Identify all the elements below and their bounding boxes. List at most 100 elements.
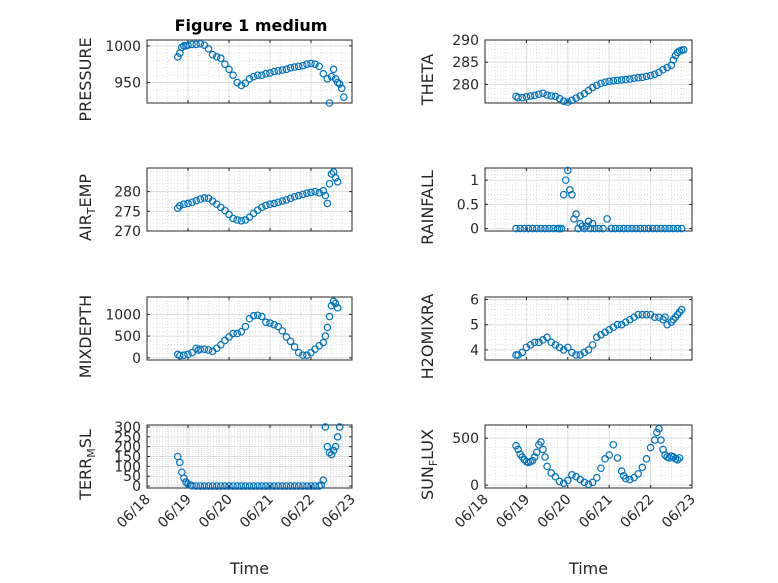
data-point xyxy=(307,188,315,197)
data-point xyxy=(634,310,642,319)
data-point xyxy=(528,456,537,465)
data-point xyxy=(628,224,636,233)
y-tick-label: 270 xyxy=(114,224,141,240)
subplot-7: 06/18 06/19 06/20 06/21 06/22 06/230501001502… xyxy=(76,420,359,578)
series-markers xyxy=(512,424,684,489)
data-point xyxy=(576,219,585,228)
x-tick-label: 06/22 xyxy=(618,492,658,532)
data-point xyxy=(590,224,599,233)
data-point xyxy=(551,472,560,481)
data-point xyxy=(294,62,303,71)
data-point xyxy=(262,482,270,490)
data-point xyxy=(621,474,630,483)
x-tick-label: 06/21 xyxy=(576,492,616,532)
data-point xyxy=(512,224,520,233)
data-point xyxy=(188,348,196,357)
y-tick-label: 290 xyxy=(452,33,479,49)
data-point xyxy=(576,92,585,100)
data-point xyxy=(282,65,291,74)
data-point xyxy=(655,424,663,433)
data-point xyxy=(331,174,340,182)
data-point xyxy=(241,322,250,331)
data-point xyxy=(270,67,278,76)
data-point xyxy=(286,337,295,346)
data-point xyxy=(543,462,551,471)
data-point xyxy=(653,224,661,233)
data-point xyxy=(646,443,655,452)
y-tick-label: 0 xyxy=(132,351,141,367)
data-point xyxy=(319,476,328,484)
data-point xyxy=(311,187,319,196)
data-point xyxy=(233,216,242,224)
data-point xyxy=(526,92,535,100)
data-point xyxy=(274,66,283,75)
y-tick-label: 500 xyxy=(114,329,141,345)
data-point xyxy=(528,224,537,233)
data-point xyxy=(563,98,572,106)
data-point xyxy=(646,71,655,80)
data-point xyxy=(298,482,307,490)
data-point xyxy=(597,79,605,88)
data-point xyxy=(188,198,196,207)
data-point xyxy=(657,224,665,233)
data-point xyxy=(290,192,299,201)
data-point xyxy=(588,219,597,228)
x-tick-label: 06/20 xyxy=(196,492,236,532)
data-point xyxy=(537,224,545,233)
data-point xyxy=(257,71,266,79)
data-point xyxy=(274,322,283,331)
series-markers xyxy=(173,423,344,490)
figure-title: Figure 1 medium xyxy=(175,16,328,35)
y-tick-label: 1 xyxy=(470,173,479,189)
y-tick-label: 280 xyxy=(452,77,479,93)
data-point xyxy=(229,329,237,338)
data-point xyxy=(597,464,605,473)
data-point xyxy=(605,77,614,86)
data-point xyxy=(237,216,246,225)
data-point xyxy=(237,81,246,90)
data-point xyxy=(634,470,642,478)
data-point xyxy=(530,453,539,461)
data-point xyxy=(321,332,330,340)
data-point xyxy=(176,458,184,467)
data-point xyxy=(225,482,233,490)
data-point xyxy=(588,341,597,349)
y-tick-label: 300 xyxy=(114,420,141,436)
data-point xyxy=(617,467,626,475)
data-point xyxy=(266,482,274,490)
data-point xyxy=(518,93,527,102)
data-point xyxy=(286,482,295,490)
data-point xyxy=(180,42,188,50)
data-point xyxy=(180,351,188,360)
data-point xyxy=(229,71,237,79)
data-point xyxy=(303,189,311,198)
data-point xyxy=(278,327,287,335)
data-point xyxy=(257,203,266,212)
data-point xyxy=(333,177,342,186)
y-tick-label: 285 xyxy=(452,55,479,71)
data-point xyxy=(586,224,595,233)
data-point xyxy=(217,54,225,63)
series-markers xyxy=(173,297,342,360)
data-point xyxy=(184,41,192,49)
data-point xyxy=(679,45,688,54)
data-point xyxy=(522,92,531,101)
data-point xyxy=(568,190,576,199)
data-point xyxy=(561,176,570,184)
data-point xyxy=(184,199,192,208)
subplot-8: 06/18 06/19 06/20 06/21 06/22 06/23 0 500 SUNFLU… xyxy=(418,424,699,578)
data-point xyxy=(539,89,547,98)
data-point xyxy=(323,75,332,83)
data-point xyxy=(270,482,278,490)
data-point xyxy=(661,224,669,233)
data-point xyxy=(294,191,303,200)
data-point xyxy=(333,433,342,441)
data-point xyxy=(563,343,572,352)
data-point xyxy=(233,329,242,338)
data-point xyxy=(208,482,217,490)
data-point xyxy=(333,78,342,87)
data-point xyxy=(630,473,638,482)
data-point xyxy=(321,423,330,431)
data-point xyxy=(543,91,551,99)
